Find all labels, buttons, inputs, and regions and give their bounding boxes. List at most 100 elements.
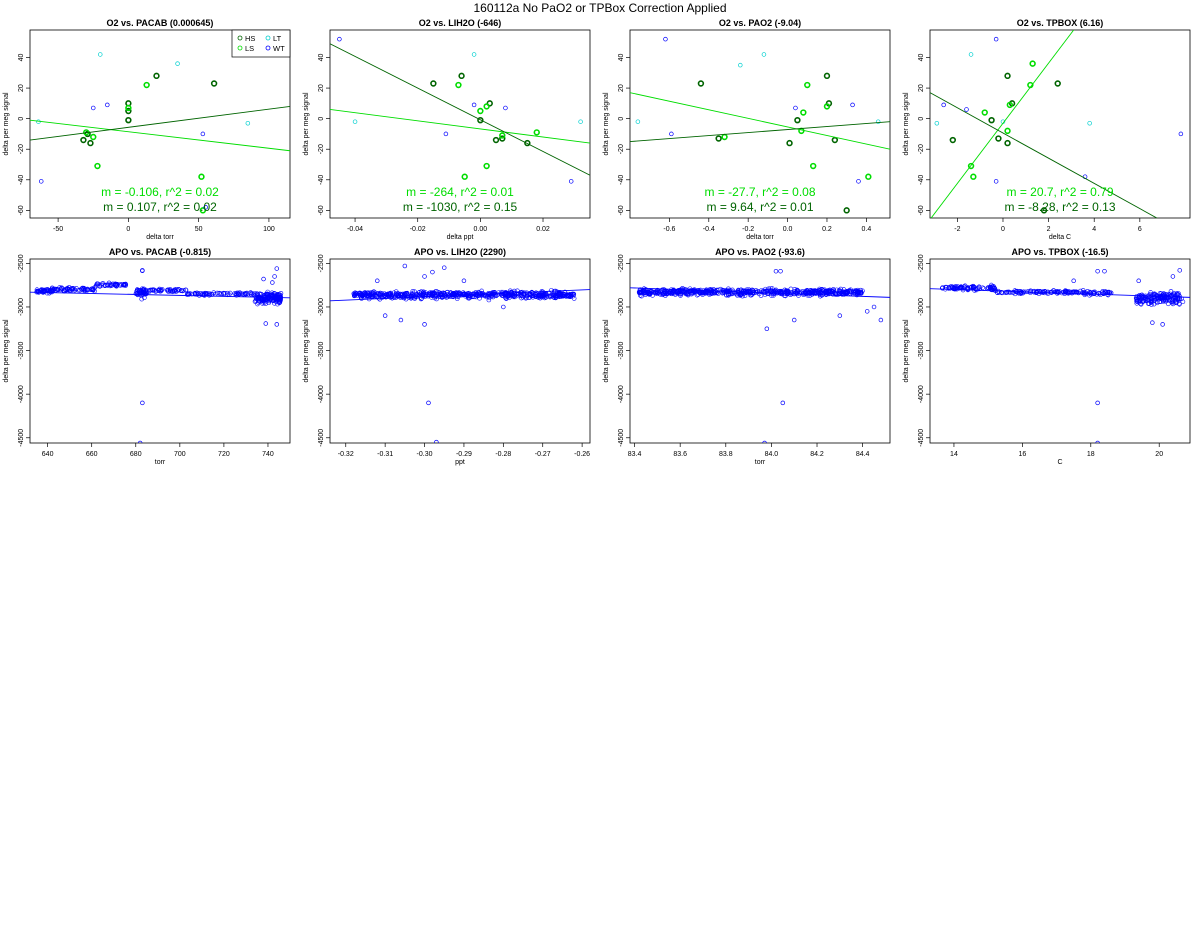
data-point xyxy=(524,139,531,147)
y-tick-label: 40 xyxy=(18,54,25,62)
data-point xyxy=(377,291,382,297)
data-point xyxy=(635,119,641,124)
data-point xyxy=(647,290,652,296)
data-point xyxy=(186,291,192,297)
data-point xyxy=(1027,290,1033,295)
data-point xyxy=(153,72,160,80)
data-point xyxy=(206,292,212,298)
data-point xyxy=(352,119,358,124)
data-point xyxy=(1095,400,1100,406)
data-point xyxy=(786,139,793,147)
data-point xyxy=(52,286,57,292)
data-point xyxy=(856,179,861,184)
data-point xyxy=(264,291,269,297)
data-point xyxy=(483,103,490,110)
data-point xyxy=(434,439,439,443)
data-point xyxy=(1136,298,1141,303)
data-point xyxy=(548,293,553,299)
data-point xyxy=(243,291,249,297)
data-point xyxy=(87,139,94,147)
x-axis-label: ppt xyxy=(455,459,465,466)
data-point xyxy=(421,293,426,299)
y-tick-label: -60 xyxy=(318,205,325,215)
data-point xyxy=(1146,301,1152,306)
chart-title: O2 vs. TPBOX (6.16) xyxy=(1017,18,1104,28)
y-tick-label: -4000 xyxy=(18,385,25,403)
data-point xyxy=(227,290,233,296)
y-tick-label: 0 xyxy=(318,117,325,121)
data-point xyxy=(168,288,173,294)
data-point xyxy=(858,287,863,293)
x-tick-label: 83.4 xyxy=(628,451,642,458)
data-point xyxy=(499,135,506,142)
y-tick-label: 20 xyxy=(318,84,325,92)
data-point xyxy=(761,52,767,57)
data-point xyxy=(1061,289,1066,295)
data-point xyxy=(663,36,668,42)
data-point xyxy=(530,294,536,300)
data-point xyxy=(183,287,188,293)
chart-title: O2 vs. PACAB (0.000645) xyxy=(107,18,214,28)
y-axis-label: delta per meg signal xyxy=(603,319,610,382)
data-point xyxy=(552,295,557,301)
data-point xyxy=(738,62,743,68)
data-point xyxy=(395,291,401,296)
data-point xyxy=(530,293,536,298)
fit-annotation: m = -264, r^2 = 0.01 xyxy=(406,185,514,199)
fit-annotation: m = -8.28, r^2 = 0.13 xyxy=(1004,200,1115,214)
x-tick-label: 84.2 xyxy=(810,451,824,458)
data-point xyxy=(964,107,969,112)
data-point xyxy=(472,291,477,296)
data-point xyxy=(477,107,484,115)
data-point xyxy=(456,290,462,295)
data-point xyxy=(1075,290,1081,295)
data-point xyxy=(993,36,999,42)
fit-annotation: m = 20.7, r^2 = 0.79 xyxy=(1006,185,1113,199)
data-point xyxy=(47,290,52,296)
data-point xyxy=(738,292,744,297)
y-tick-label: -4500 xyxy=(918,429,925,447)
data-point xyxy=(769,286,775,291)
data-point xyxy=(261,276,266,282)
y-tick-label: 0 xyxy=(918,117,925,121)
x-tick-label: 83.6 xyxy=(673,451,687,458)
y-tick-label: -40 xyxy=(918,175,925,185)
data-point xyxy=(358,292,364,297)
data-point xyxy=(539,292,545,298)
data-point xyxy=(823,103,831,110)
data-point xyxy=(1174,300,1179,306)
data-point xyxy=(837,313,843,318)
data-point xyxy=(1045,289,1051,295)
data-point xyxy=(210,80,218,87)
data-point xyxy=(477,295,482,301)
data-point xyxy=(1177,295,1182,301)
fit-annotation: m = 0.107, r^2 = 0.02 xyxy=(103,200,217,214)
data-point xyxy=(421,291,427,297)
data-point xyxy=(965,286,971,291)
data-point xyxy=(382,313,388,318)
data-point xyxy=(715,135,722,142)
data-point xyxy=(121,282,127,287)
data-point xyxy=(780,289,786,295)
data-point xyxy=(1160,295,1165,301)
y-tick-label: -3000 xyxy=(18,298,25,316)
chart-title: APO vs. TPBOX (-16.5) xyxy=(1011,247,1108,257)
fit-annotation: m = -1030, r^2 = 0.15 xyxy=(403,200,518,214)
y-tick-label: -3000 xyxy=(618,298,625,316)
chart-title: APO vs. PACAB (-0.815) xyxy=(109,247,211,257)
data-point xyxy=(669,131,674,137)
legend-label: LS xyxy=(245,44,254,53)
data-point xyxy=(843,207,850,214)
data-point xyxy=(272,274,277,279)
data-point xyxy=(785,288,791,294)
data-point xyxy=(503,105,508,111)
data-point xyxy=(476,290,482,296)
data-point xyxy=(995,135,1002,142)
x-tick-label: -0.04 xyxy=(347,226,363,233)
data-point xyxy=(940,285,945,291)
y-tick-label: -2500 xyxy=(618,254,625,272)
y-tick-label: -60 xyxy=(18,205,25,215)
x-tick-label: -0.32 xyxy=(338,451,354,458)
data-point xyxy=(640,289,645,294)
data-point xyxy=(1087,120,1092,126)
